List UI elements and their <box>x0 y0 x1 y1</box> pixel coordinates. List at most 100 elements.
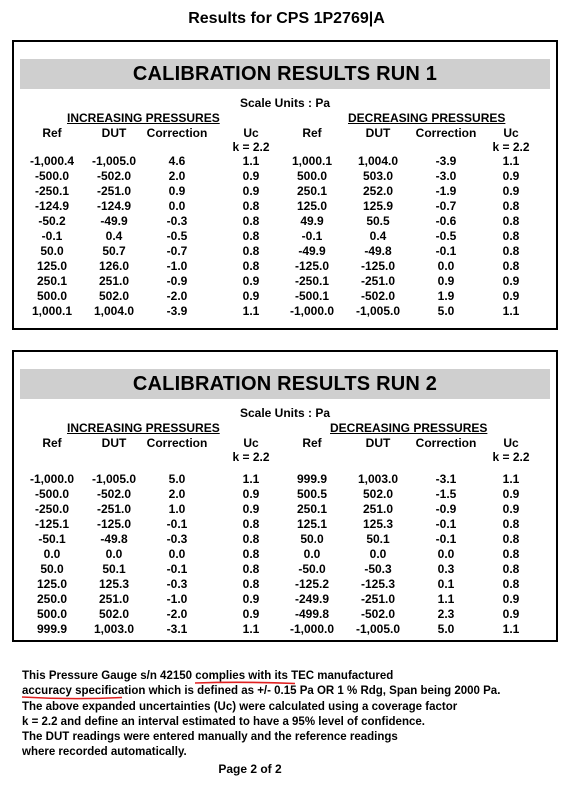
cell: 0.9 <box>502 289 520 303</box>
run-1-col-ref-inc: Ref <box>42 126 62 140</box>
table-row: 0.0 0.0 0.0 0.8 0.0 0.0 0.0 0.8 <box>14 547 556 562</box>
cell: 1,000.1 <box>31 304 73 318</box>
cell: -1,005.0 <box>355 622 401 636</box>
run-1-scale-units: Scale Units : Pa <box>239 96 331 110</box>
cell: 1,003.0 <box>357 472 399 486</box>
cell: 503.0 <box>362 169 394 183</box>
cell: -50.0 <box>298 562 326 576</box>
cell: -0.1 <box>301 229 323 243</box>
run-1-k-inc: k = 2.2 <box>232 140 270 154</box>
cell: -1,005.0 <box>91 472 137 486</box>
cell: -0.3 <box>166 577 188 591</box>
cell: 5.0 <box>437 304 455 318</box>
statement-text: which is defined as +/- 0.15 Pa OR 1 % R… <box>145 685 501 698</box>
underlined-phrase-manufactured: complies with its TEC manufactured <box>195 670 393 685</box>
cell: -125.0 <box>360 259 396 273</box>
cell: -500.0 <box>34 487 70 501</box>
cell: -125.3 <box>360 577 396 591</box>
cell: -502.0 <box>360 289 396 303</box>
run-2-col-uc-dec: Uc <box>503 436 519 450</box>
cell: 1.9 <box>437 289 455 303</box>
table-row: 250.0 251.0 -1.0 0.9 -249.9 -251.0 1.1 0.9 <box>14 592 556 607</box>
cell: -0.5 <box>435 229 457 243</box>
cell: -124.9 <box>96 199 132 213</box>
table-row: -0.1 0.4 -0.5 0.8 -0.1 0.4 -0.5 0.8 <box>14 229 556 244</box>
cell: -0.1 <box>41 229 63 243</box>
cell: 0.3 <box>437 562 455 576</box>
cell: -49.9 <box>298 244 326 258</box>
run-1-panel: CALIBRATION RESULTS RUN 1 Scale Units : … <box>12 40 558 330</box>
cell: -3.1 <box>435 472 457 486</box>
run-2-scale-units: Scale Units : Pa <box>239 406 331 420</box>
table-row: -1,000.0 -1,005.0 5.0 1.1 999.9 1,003.0 -3.1 1.… <box>14 472 556 487</box>
cell: 0.8 <box>502 229 520 243</box>
cell: 1.1 <box>502 154 520 168</box>
cell: 0.9 <box>502 274 520 288</box>
cell: -1,000.0 <box>289 304 335 318</box>
cell: 502.0 <box>98 289 130 303</box>
cell: -3.9 <box>166 304 188 318</box>
run-2-panel: CALIBRATION RESULTS RUN 2 Scale Units : … <box>12 350 558 642</box>
cell: -251.0 <box>96 184 132 198</box>
table-row: 50.0 50.7 -0.7 0.8 -49.9 -49.8 -0.1 0.8 <box>14 244 556 259</box>
run-2-col-uc-inc: Uc <box>243 436 259 450</box>
cell: -2.0 <box>166 289 188 303</box>
cell: 250.0 <box>36 592 68 606</box>
table-row: 1,000.1 1,004.0 -3.9 1.1 -1,000.0 -1,005.0 5.0… <box>14 304 556 319</box>
cell: -125.2 <box>294 577 330 591</box>
cell: 0.8 <box>502 577 520 591</box>
cell: 0.8 <box>242 517 260 531</box>
cell: 50.0 <box>40 244 64 258</box>
run-2-col-corr-inc: Correction <box>146 436 208 450</box>
cell: 125.3 <box>362 517 394 531</box>
cell: 0.8 <box>242 199 260 213</box>
cell: 0.8 <box>242 577 260 591</box>
table-row: 250.1 251.0 -0.9 0.9 -250.1 -251.0 0.9 0.9 <box>14 274 556 289</box>
cell: 50.5 <box>366 214 390 228</box>
table-row: 500.0 502.0 -2.0 0.9 -499.8 -502.0 2.3 0.9 <box>14 607 556 622</box>
cell: 502.0 <box>98 607 130 621</box>
cell: 125.9 <box>362 199 394 213</box>
cell: 1,004.0 <box>93 304 135 318</box>
cell: 0.9 <box>168 184 186 198</box>
cell: 1.1 <box>502 304 520 318</box>
cell: 0.8 <box>242 547 260 561</box>
cell: 1,000.1 <box>291 154 333 168</box>
cell: 0.9 <box>502 607 520 621</box>
cell: -50.2 <box>38 214 66 228</box>
cell: 1.0 <box>168 502 186 516</box>
run-2-col-ref-dec: Ref <box>302 436 322 450</box>
statement-text: accuracy specification <box>22 685 146 698</box>
cell: -251.0 <box>96 502 132 516</box>
cell: 0.0 <box>168 199 186 213</box>
cell: -50.3 <box>364 562 392 576</box>
cell: 0.9 <box>242 487 260 501</box>
table-row: 50.0 50.1 -0.1 0.8 -50.0 -50.3 0.3 0.8 <box>14 562 556 577</box>
cell: 1.1 <box>502 472 520 486</box>
cell: 500.0 <box>296 169 328 183</box>
table-row: 999.9 1,003.0 -3.1 1.1 -1,000.0 -1,005.0 5.0 1.… <box>14 622 556 637</box>
cell: -3.0 <box>435 169 457 183</box>
run-2-k-inc: k = 2.2 <box>232 450 270 464</box>
cell: 49.9 <box>300 214 324 228</box>
run-2-col-ref-inc: Ref <box>42 436 62 450</box>
cell: -1,000.0 <box>289 622 335 636</box>
cell: -250.0 <box>34 502 70 516</box>
cell: 2.3 <box>437 607 455 621</box>
cell: -1.0 <box>166 259 188 273</box>
run-1-col-uc-dec: Uc <box>503 126 519 140</box>
cell: 0.8 <box>502 547 520 561</box>
statement-line-5: The DUT readings were entered manually a… <box>22 731 398 744</box>
cell: -500.1 <box>294 289 330 303</box>
cell: -502.0 <box>96 487 132 501</box>
cell: 125.0 <box>296 199 328 213</box>
run-1-col-dut-dec: DUT <box>365 126 391 140</box>
cell: 0.8 <box>502 214 520 228</box>
run-2-col-corr-dec: Correction <box>415 436 477 450</box>
cell: 126.0 <box>98 259 130 273</box>
cell: 0.9 <box>502 169 520 183</box>
cell: 250.1 <box>36 274 68 288</box>
cell: 0.9 <box>502 184 520 198</box>
cell: 5.0 <box>168 472 186 486</box>
cell: -1,005.0 <box>355 304 401 318</box>
